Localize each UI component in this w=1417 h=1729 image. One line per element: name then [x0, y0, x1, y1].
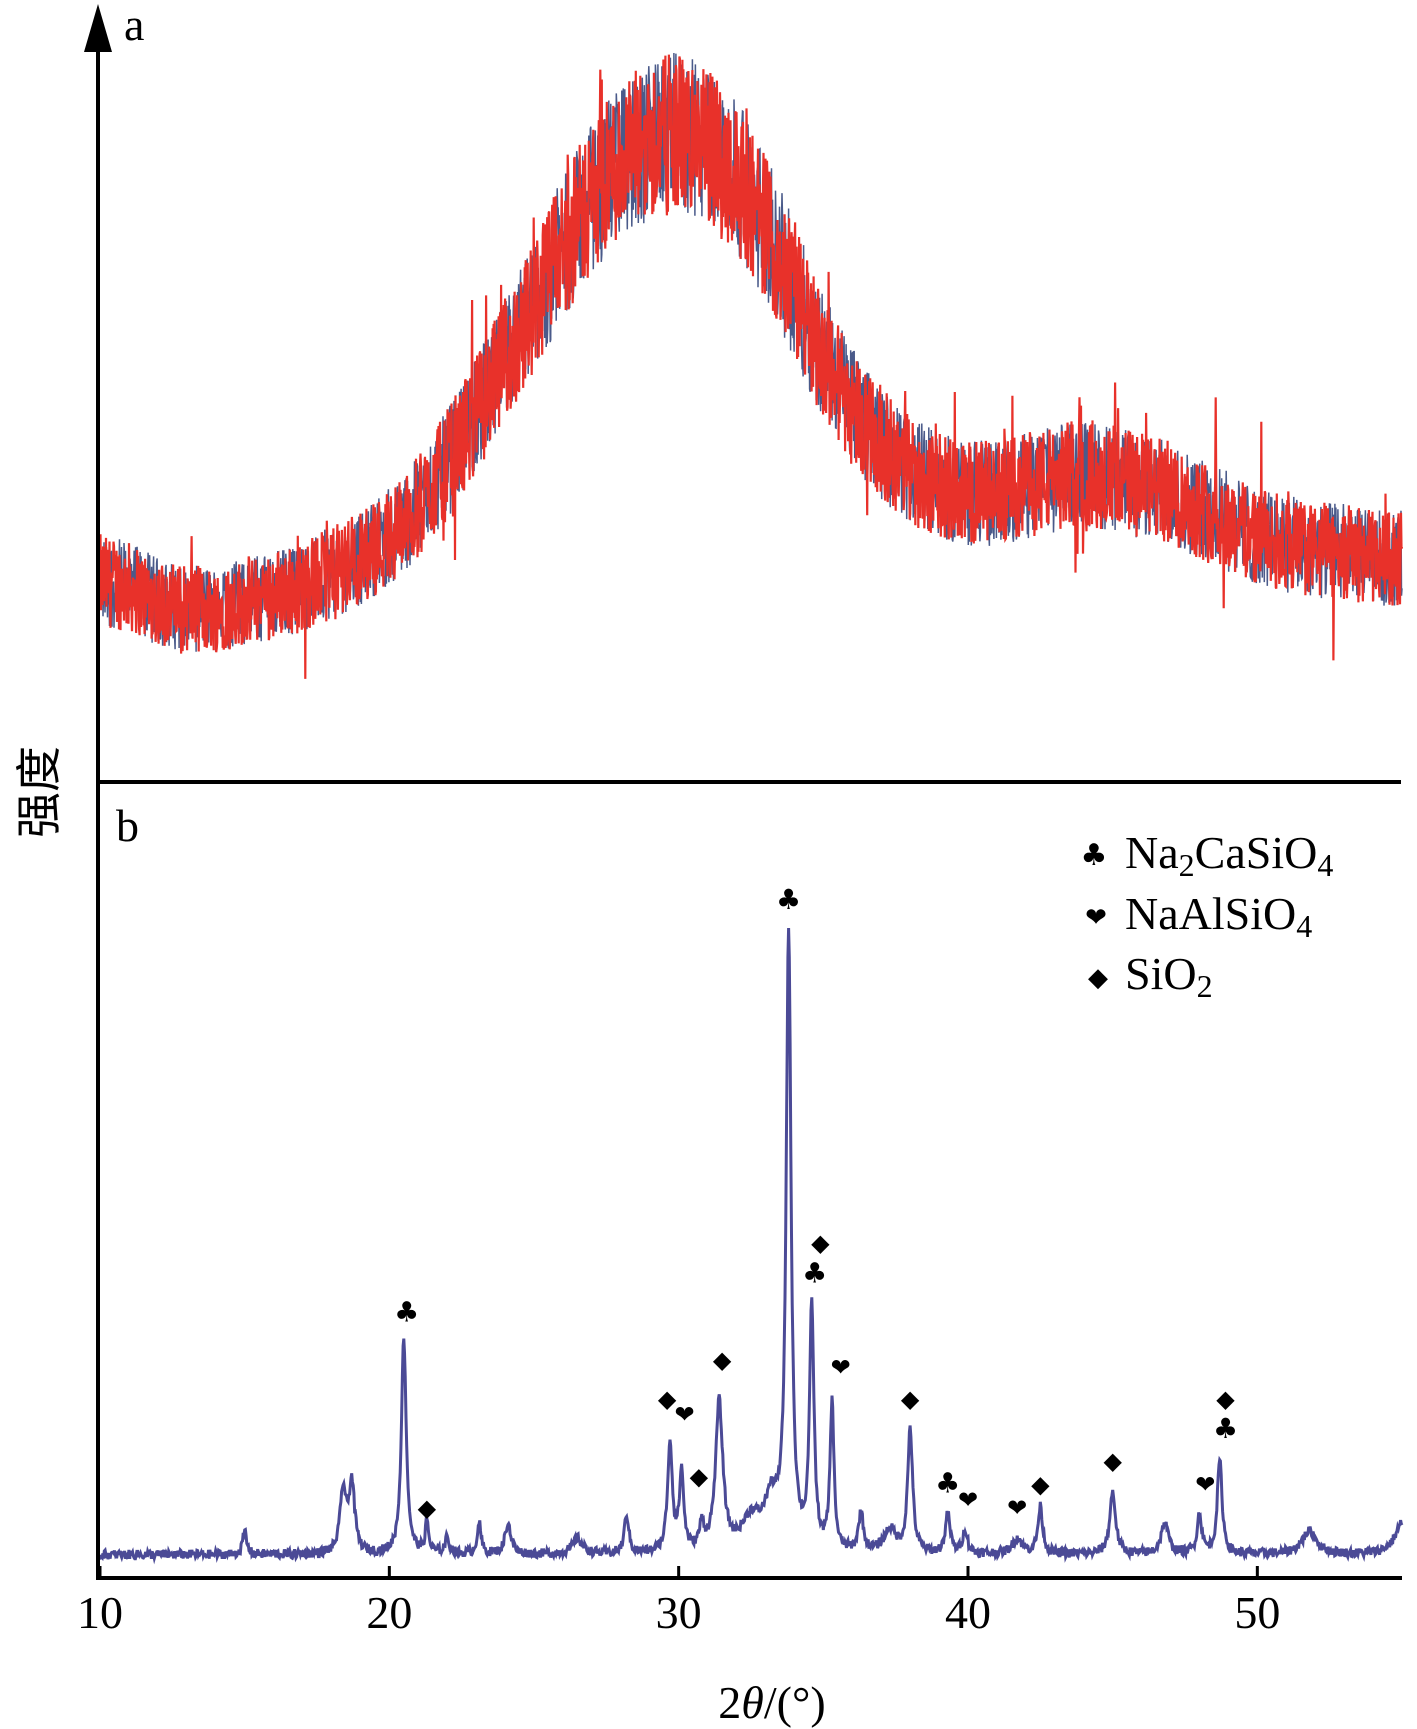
- legend-label-1-part-0: NaAlSiO: [1125, 888, 1296, 939]
- phase-marker-diamond-icon: ◆: [811, 1229, 830, 1257]
- legend-label-1-part-1: 4: [1296, 908, 1312, 944]
- x-axis-label: 2θ/(°): [718, 1677, 825, 1728]
- panel-a-plot: [98, 52, 1404, 679]
- phase-marker-diamond-icon: ◆: [658, 1385, 677, 1413]
- panel-b-plot: ♣◆◆❤◆◆♣◆♣❤◆♣❤ ❤◆◆❤◆♣: [98, 883, 1404, 1565]
- phase-marker-diamond-icon: ◆: [1103, 1447, 1122, 1475]
- x-tick-label: 30: [656, 1587, 702, 1638]
- x-tick-label: 20: [366, 1587, 412, 1638]
- phase-marker-diamond-icon: ◆: [713, 1346, 732, 1374]
- phase-marker-club-icon: ♣: [394, 1295, 419, 1328]
- panel-b-series-line: [98, 927, 1404, 1565]
- x-axis-label-prefix: 2: [718, 1677, 741, 1728]
- legend-symbol-diamond-icon: ◆: [1088, 963, 1108, 993]
- x-axis-ticks: 10 20 30 40 50: [77, 1566, 1280, 1638]
- y-axis-arrow-icon: [84, 4, 112, 52]
- x-tick-label: 40: [945, 1587, 991, 1638]
- legend-symbol-club-icon: ♣: [1081, 838, 1108, 873]
- legend-label-0-part-0: Na: [1125, 827, 1179, 878]
- legend-label-0-part-2: CaSiO: [1195, 827, 1318, 878]
- phase-marker-diamond-icon: ◆: [690, 1463, 709, 1491]
- legend-symbol-heart-icon: ❤: [1085, 903, 1107, 933]
- phase-marker-heart-icon: ❤: [674, 1400, 694, 1428]
- x-tick-label: 50: [1234, 1587, 1280, 1638]
- legend-label-na2casio4: Na2CaSiO4: [1125, 827, 1333, 883]
- panel-b-phase-markers: ♣◆◆❤◆◆♣◆♣❤◆♣❤ ❤◆◆❤◆♣: [394, 883, 1238, 1522]
- phase-marker-club-icon: ♣: [802, 1256, 827, 1289]
- phase-marker-club-icon: ♣: [935, 1466, 960, 1499]
- x-axis-label-suffix: /(°): [764, 1677, 826, 1728]
- phase-marker-club-icon: ♣: [1213, 1412, 1238, 1445]
- phase-marker-heart-icon: ❤: [1195, 1470, 1215, 1498]
- legend-label-sio2: SiO2: [1125, 948, 1213, 1004]
- phase-marker-diamond-icon: ◆: [1031, 1470, 1050, 1498]
- legend-label-naalsio4: NaAlSiO4: [1125, 888, 1312, 944]
- panel-a-series-line: [98, 54, 1404, 679]
- phase-marker-heart-icon: ❤: [1007, 1494, 1027, 1522]
- phase-marker-diamond-icon: ◆: [418, 1494, 437, 1522]
- x-axis-label-theta: θ: [741, 1677, 764, 1728]
- legend-label-0-part-1: 2: [1179, 847, 1195, 883]
- phase-marker-diamond-icon: ◆: [1216, 1385, 1235, 1413]
- legend-label-0-part-3: 4: [1317, 847, 1333, 883]
- panel-label-b: b: [116, 800, 139, 851]
- phase-marker-diamond-icon: ◆: [901, 1385, 920, 1413]
- y-axis-label: 强度: [12, 746, 66, 838]
- phase-marker-heart-icon: ❤: [958, 1486, 978, 1514]
- phase-marker-heart-icon: ❤: [831, 1354, 851, 1382]
- legend: ♣ Na2CaSiO4 ❤ NaAlSiO4 ◆ SiO2: [1081, 827, 1334, 1004]
- legend-label-2-part-0: SiO: [1125, 948, 1197, 999]
- phase-marker-club-icon: ♣: [776, 883, 801, 916]
- x-tick-label: 10: [77, 1587, 123, 1638]
- panel-label-a: a: [124, 0, 144, 50]
- legend-label-2-part-1: 2: [1197, 968, 1213, 1004]
